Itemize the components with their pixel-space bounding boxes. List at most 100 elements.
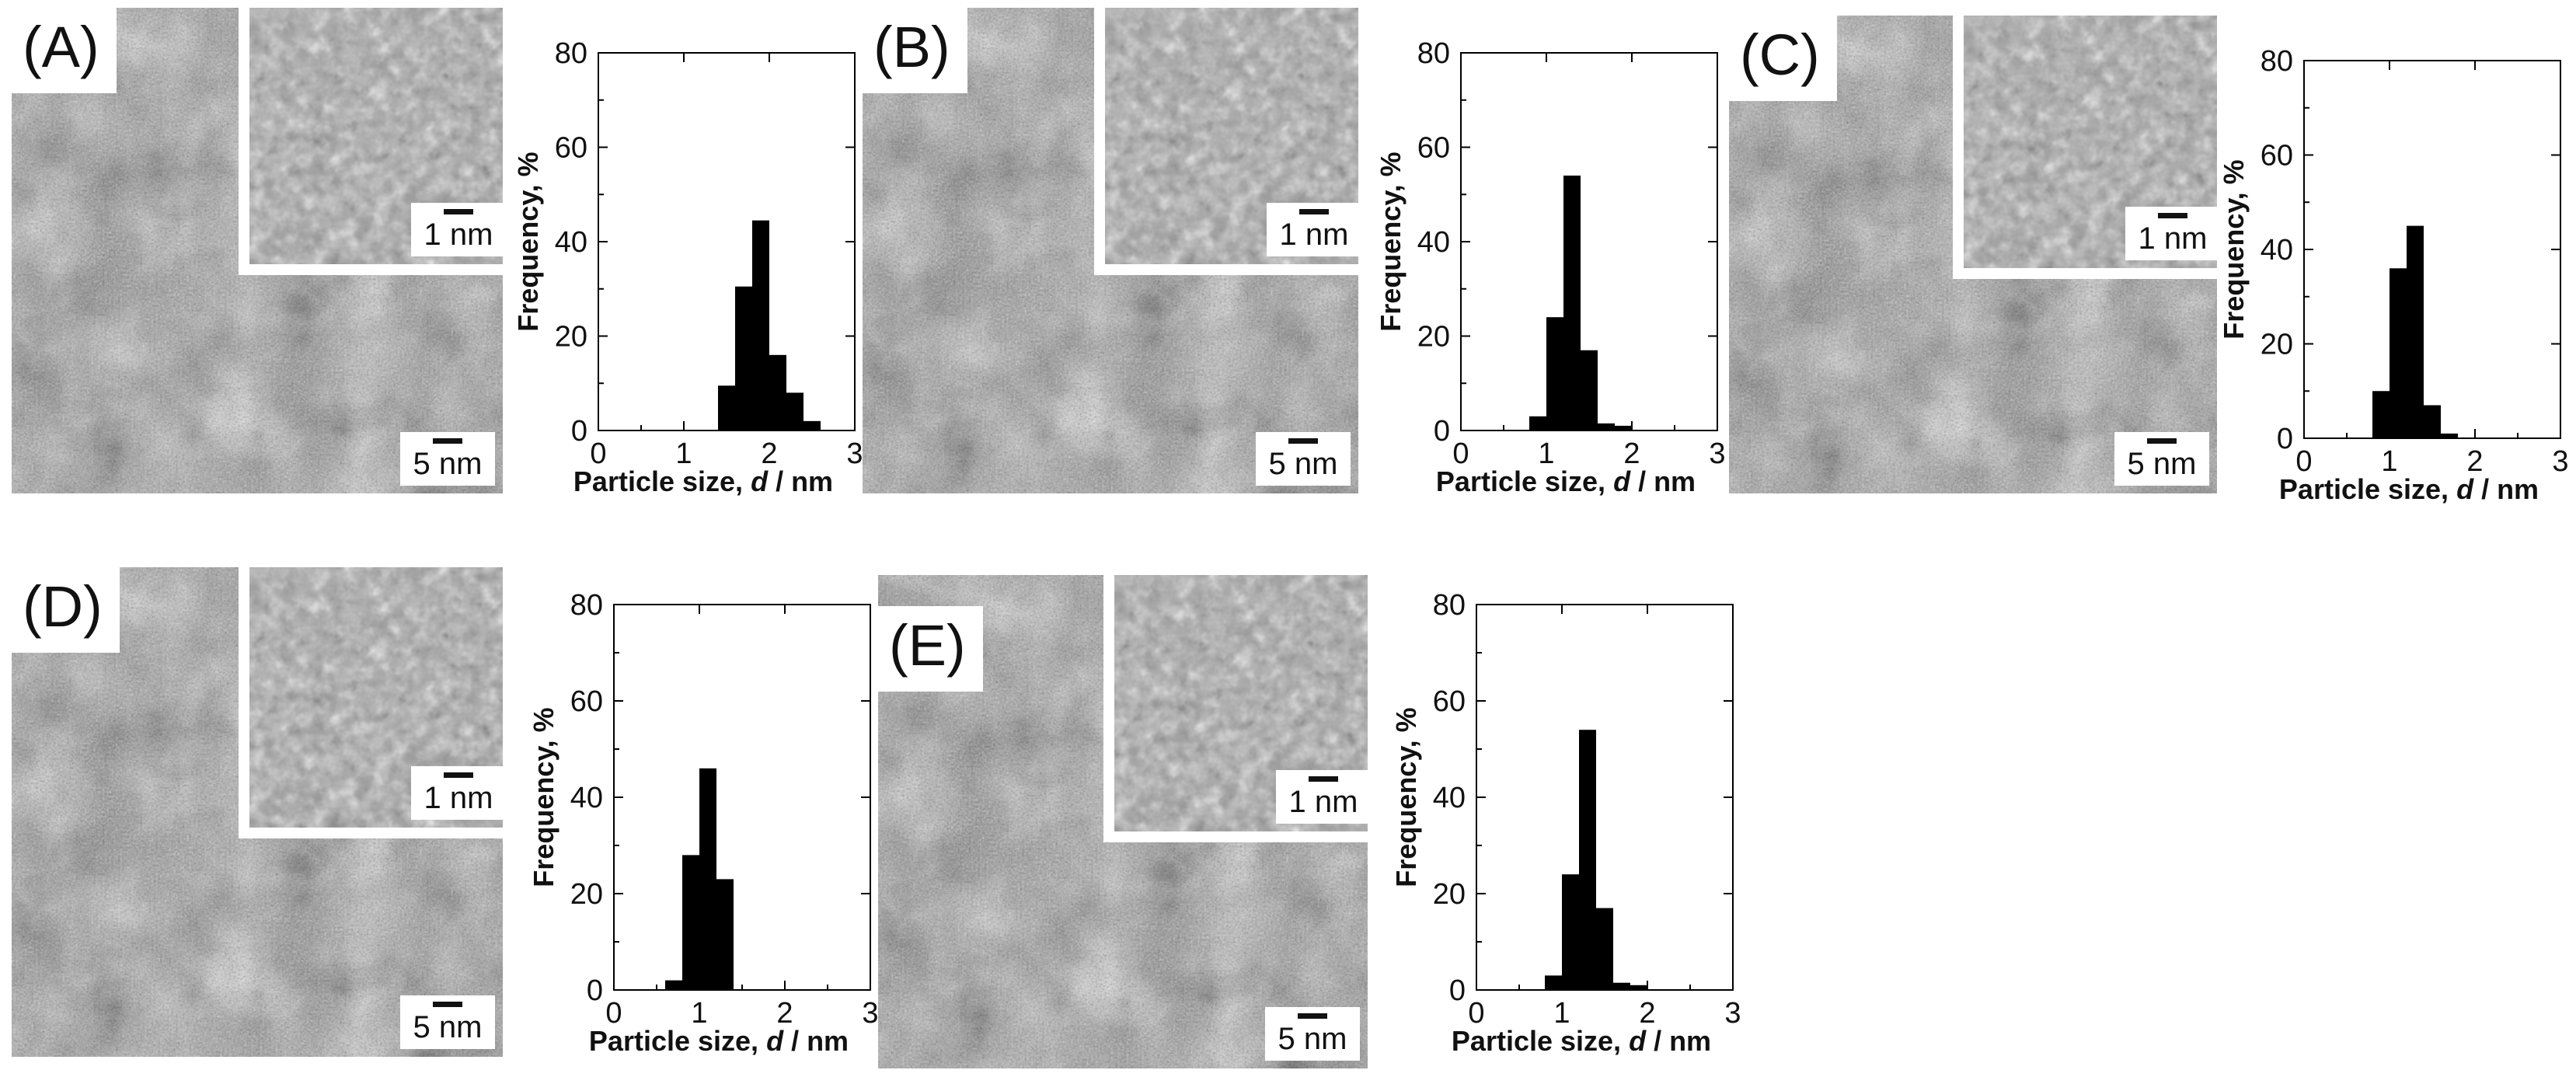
main-scale-bar: 5 nm [400, 432, 495, 486]
y-tick-label: 60 [555, 132, 587, 165]
scale-bar-line [1309, 776, 1338, 782]
panel-b: (B) 1 nm 5 nm [863, 0, 1717, 513]
tem-image-main-d: (D) 1 nm 5 nm [12, 567, 503, 1057]
x-tick-label: 2 [2466, 445, 2483, 478]
histogram-bar [2390, 268, 2407, 438]
x-tick-label: 0 [1452, 437, 1469, 470]
y-axis-label: Frequency, % [1390, 707, 1422, 887]
tem-image-main-b: (B) 1 nm 5 nm [863, 8, 1358, 493]
scale-bar-line [2158, 213, 2187, 218]
scale-bar-label: 1 nm [2138, 221, 2208, 256]
scale-bar-label: 5 nm [1278, 1022, 1347, 1056]
plot-frame [613, 604, 871, 991]
inset-scale-bar: 1 nm [411, 766, 503, 820]
y-axis-label: Frequency, % [512, 152, 544, 331]
histogram-bar [1598, 423, 1615, 430]
histogram-bar [786, 392, 803, 430]
histogram-bar [665, 980, 682, 990]
x-tick-label: 3 [2552, 445, 2568, 478]
y-tick-label: 0 [587, 974, 603, 1007]
x-tick-label: 3 [1724, 997, 1741, 1030]
x-tick-label: 0 [1468, 997, 1484, 1030]
histogram-bar [718, 385, 735, 430]
x-tick-label: 1 [1553, 997, 1570, 1030]
x-axis-label: Particle size, d / nm [2279, 473, 2539, 505]
y-tick-label: 40 [555, 226, 587, 259]
panel-e: (E) 1 nm 5 nm [878, 575, 1733, 1080]
scale-bar-label: 1 nm [424, 781, 493, 815]
y-tick-label: 20 [1417, 321, 1450, 354]
histogram-bar [716, 879, 734, 990]
main-scale-bar: 5 nm [400, 995, 495, 1049]
histogram-bar [1630, 985, 1647, 990]
scale-bar-label: 5 nm [413, 1010, 483, 1044]
histogram-e: 0 1 2 3 0 20 40 60 80 Particle size, d / nm Freque… [1390, 589, 1741, 1057]
x-axis-label: Particle size, d / nm [1452, 1025, 1711, 1057]
histogram-a: 0 1 2 3 0 20 40 60 80 Particle size, d / nm Freque… [512, 37, 863, 497]
histogram-b: 0 1 2 3 0 20 40 60 80 Particle size, d / nm Freque… [1375, 37, 1726, 497]
scale-bar-label: 1 nm [1288, 785, 1358, 819]
y-tick-label: 80 [1417, 37, 1450, 70]
panel-d: (D) 1 nm 5 nm [0, 559, 855, 1080]
tem-image-main-e: (E) 1 nm 5 nm [878, 575, 1368, 1068]
x-tick-label: 2 [761, 437, 777, 470]
panel-label: (E) [878, 606, 983, 692]
panel-label: (C) [1729, 16, 1837, 101]
histogram-bar [1546, 317, 1563, 430]
y-tick-label: 80 [570, 589, 603, 622]
tem-inset-a: 1 nm [239, 8, 503, 275]
histogram-c: 0 1 2 3 0 20 40 60 80 Particle size, d / nm Freque… [2218, 45, 2569, 505]
inset-scale-bar: 1 nm [2125, 207, 2217, 260]
histogram-bar [2407, 225, 2424, 438]
x-tick-label: 0 [2295, 445, 2312, 478]
panel-c: (C) 1 nm 5 nm [1729, 0, 2576, 513]
y-tick-label: 60 [1433, 685, 1466, 718]
histogram-bar [1615, 425, 1632, 430]
y-tick-label: 0 [1434, 415, 1450, 448]
histogram-bar [1581, 350, 1598, 430]
y-tick-label: 0 [1449, 974, 1466, 1007]
histogram-bar [1563, 175, 1581, 430]
panel-label: (B) [863, 8, 967, 93]
y-tick-label: 20 [1433, 878, 1466, 911]
x-tick-label: 1 [675, 437, 692, 470]
tem-inset-c: 1 nm [1953, 16, 2217, 279]
tem-image-main-a: (A) 1 nm 5 nm [12, 8, 503, 493]
scale-bar-line [1298, 1013, 1327, 1019]
histogram-bar [1596, 908, 1613, 990]
y-tick-label: 60 [2261, 140, 2293, 173]
y-tick-label: 40 [570, 782, 603, 814]
main-scale-bar: 5 nm [1265, 1007, 1360, 1061]
x-tick-label: 2 [1623, 437, 1640, 470]
x-tick-label: 1 [2381, 445, 2397, 478]
y-axis-label: Frequency, % [528, 707, 559, 887]
scale-bar-line [433, 1002, 462, 1007]
scale-bar-label: 5 nm [1268, 447, 1338, 481]
x-axis-label: Particle size, d / nm [573, 465, 833, 497]
histogram-bar [735, 286, 752, 430]
scale-bar-label: 1 nm [1279, 218, 1349, 252]
x-tick-label: 1 [691, 997, 707, 1030]
tem-inset-d: 1 nm [239, 567, 503, 838]
x-tick-label: 3 [1709, 437, 1725, 470]
tem-inset-e: 1 nm [1103, 575, 1368, 842]
y-tick-label: 60 [570, 685, 603, 718]
histogram-bar [699, 768, 716, 990]
y-tick-label: 20 [555, 321, 587, 354]
x-tick-label: 3 [862, 997, 878, 1030]
x-tick-label: 0 [590, 437, 606, 470]
histogram-bar [769, 354, 786, 430]
x-tick-label: 2 [776, 997, 793, 1030]
y-axis-label: Frequency, % [1375, 152, 1407, 331]
scale-bar-label: 1 nm [424, 218, 493, 252]
histogram-bar [1545, 975, 1562, 990]
y-tick-label: 40 [1433, 782, 1466, 814]
scale-bar-label: 5 nm [2127, 447, 2197, 481]
y-tick-label: 20 [2261, 329, 2293, 361]
y-axis-label: Frequency, % [2218, 159, 2250, 339]
x-tick-label: 2 [1639, 997, 1655, 1030]
x-tick-label: 1 [1538, 437, 1554, 470]
scale-bar-line [1288, 438, 1318, 444]
y-tick-label: 40 [2261, 234, 2293, 267]
panel-a: (A) 1 nm 5 nm [0, 0, 855, 513]
